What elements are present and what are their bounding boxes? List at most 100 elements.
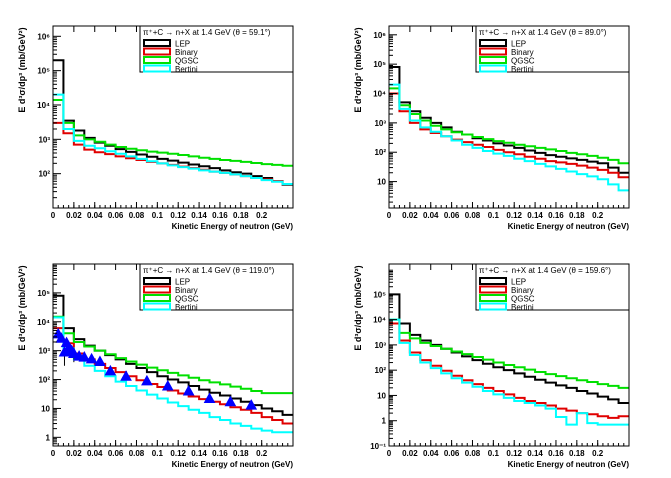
y-tick-label: 10⁵ <box>373 290 386 299</box>
x-tick-label: 0.06 <box>108 449 124 458</box>
data-point <box>85 352 98 364</box>
x-tick-label: 0.18 <box>569 449 585 458</box>
legend-label-binary: Binary <box>175 48 198 57</box>
x-tick-label: 0.18 <box>569 211 585 220</box>
legend-title: π⁺+C → n+X at 1.4 GeV (θ = 89.0°) <box>479 28 607 37</box>
legend-box <box>139 263 294 311</box>
y-tick-label: 10⁵ <box>37 289 50 298</box>
x-tick-label: 0.12 <box>170 211 186 220</box>
y-tick-label: 10⁶ <box>373 31 386 40</box>
legend-title: π⁺+C → n+X at 1.4 GeV (θ = 59.1°) <box>143 28 271 37</box>
panel-3: 0 0.02 0.04 0.06 0.08 0.1 0.12 0.14 0.16 0.18 0.2 1… <box>17 263 294 469</box>
legend-swatch-bertini <box>143 64 171 73</box>
x-tick-label: 0.16 <box>212 449 228 458</box>
x-tick-label: 0.16 <box>548 449 564 458</box>
x-axis-label: Kinetic Energy of neutron (GeV) <box>508 222 630 231</box>
legend-label-bertini: Bertini <box>175 303 198 312</box>
legend-swatch-lep <box>479 277 507 285</box>
x-tick-label: 0 <box>387 211 392 220</box>
legend-label-qgsc: QGSC <box>511 295 535 304</box>
y-axis-label: E d³σ/dp³ (mb/GeV²) <box>353 27 363 112</box>
legend-swatch-bertini <box>143 302 171 311</box>
x-tick-label: 0.1 <box>152 211 164 220</box>
series-line-bertini <box>53 316 293 434</box>
legend-label-lep: LEP <box>175 278 190 287</box>
x-tick-label: 0.18 <box>233 211 249 220</box>
legend-label-lep: LEP <box>175 40 190 49</box>
legend-swatch-qgsc <box>479 294 507 302</box>
x-tick-label: 0.02 <box>66 449 82 458</box>
x-tick-label: 0.04 <box>423 449 439 458</box>
legend-label-lep: LEP <box>511 278 526 287</box>
legend-label-qgsc: QGSC <box>511 57 535 66</box>
x-tick-label: 0.14 <box>191 449 207 458</box>
x-tick-label: 0.12 <box>506 211 522 220</box>
x-tick-label: 0.04 <box>87 211 103 220</box>
x-tick-label: 0.06 <box>108 211 124 220</box>
data-point <box>78 351 91 362</box>
y-tick-label: 10⁴ <box>37 101 50 110</box>
y-tick-label: 10⁵ <box>373 60 386 69</box>
x-tick-label: 0.12 <box>170 449 186 458</box>
legend-swatch-bertini <box>479 302 507 311</box>
series-line-qgsc <box>53 98 293 167</box>
x-tick-label: 0.04 <box>87 449 103 458</box>
y-tick-label: 10 <box>377 178 386 187</box>
series-line-bertini <box>389 83 629 192</box>
x-tick-label: 0.04 <box>423 211 439 220</box>
panel-1: 0 0.02 0.04 0.06 0.08 0.1 0.12 0.14 0.16 0.18 0.2 1… <box>17 25 294 231</box>
legend-label-bertini: Bertini <box>511 65 534 74</box>
panel-2: 0 0.02 0.04 0.06 0.08 0.1 0.12 0.14 0.16 0.18 0.2 1… <box>353 25 630 231</box>
legend-swatch-qgsc <box>143 56 171 64</box>
series-line-qgsc <box>53 315 293 395</box>
y-tick-label: 10³ <box>374 341 386 350</box>
data-point <box>182 385 195 396</box>
legend-label-lep: LEP <box>511 40 526 49</box>
y-tick-label: 10³ <box>374 119 386 128</box>
y-tick-label: 10² <box>374 366 386 375</box>
x-tick-label: 0.06 <box>444 449 460 458</box>
x-tick-label: 0.14 <box>527 211 543 220</box>
series-line-qgsc <box>389 318 629 389</box>
legend-swatch-binary <box>479 285 507 294</box>
x-tick-label: 0 <box>387 449 392 458</box>
legend-label-qgsc: QGSC <box>175 295 199 304</box>
x-tick-label: 0.1 <box>488 211 500 220</box>
data-point <box>94 355 106 367</box>
x-tick-label: 0.14 <box>191 211 207 220</box>
x-tick-label: 0.16 <box>548 211 564 220</box>
series-line-bertini <box>389 318 629 426</box>
y-tick-label: 10³ <box>38 135 50 144</box>
x-tick-label: 0.2 <box>256 211 268 220</box>
x-tick-label: 0 <box>51 211 56 220</box>
data-point <box>104 364 117 376</box>
legend-swatch-lep <box>143 277 171 285</box>
y-tick-label: 10² <box>374 148 386 157</box>
x-tick-label: 0.08 <box>129 211 145 220</box>
x-tick-label: 0.02 <box>402 211 418 220</box>
legend-swatch-lep <box>479 39 507 47</box>
data-point <box>203 392 216 404</box>
y-axis-label: E d³σ/dp³ (mb/GeV²) <box>17 265 27 350</box>
x-tick-label: 0.16 <box>212 211 228 220</box>
data-point <box>55 332 68 343</box>
x-tick-label: 0.08 <box>129 449 145 458</box>
x-tick-label: 0.1 <box>488 449 500 458</box>
legend-swatch-binary <box>143 285 171 294</box>
x-tick-label: 0.2 <box>592 449 604 458</box>
x-tick-label: 0.08 <box>465 449 481 458</box>
x-tick-label: 0.02 <box>66 211 82 220</box>
x-tick-label: 0.08 <box>465 211 481 220</box>
data-point <box>245 399 258 410</box>
legend-swatch-binary <box>479 47 507 56</box>
legend-title: π⁺+C → n+X at 1.4 GeV (θ = 159.6°) <box>479 266 611 275</box>
legend-label-qgsc: QGSC <box>175 57 199 66</box>
x-tick-label: 0.18 <box>233 449 249 458</box>
y-tick-label: 1 <box>382 417 387 426</box>
legend-swatch-bertini <box>479 64 507 73</box>
y-tick-label: 10² <box>38 170 50 179</box>
x-tick-label: 0.2 <box>592 211 604 220</box>
y-axis-label: E d³σ/dp³ (mb/GeV²) <box>353 265 363 350</box>
x-tick-label: 0.1 <box>152 449 164 458</box>
